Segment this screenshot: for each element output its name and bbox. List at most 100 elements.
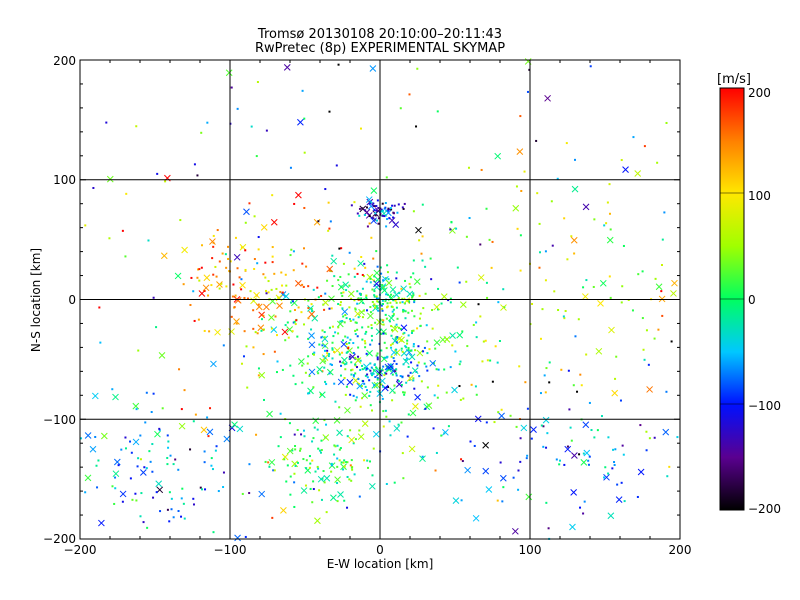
data-point: [348, 284, 351, 287]
data-point: [296, 335, 299, 338]
data-point: [645, 430, 648, 433]
data-point: [359, 292, 362, 295]
data-point-cross: [337, 491, 344, 498]
data-point: [399, 375, 402, 378]
data-point: [432, 362, 435, 365]
data-point: [222, 486, 225, 489]
data-point: [380, 208, 383, 211]
data-point: [569, 426, 572, 429]
data-point: [151, 470, 154, 473]
data-point: [376, 199, 379, 202]
data-point: [172, 516, 175, 519]
data-point: [84, 491, 87, 494]
data-point-cross: [373, 280, 380, 288]
data-point: [431, 327, 434, 330]
data-point: [243, 330, 246, 333]
data-point: [252, 327, 255, 330]
data-point: [369, 281, 372, 284]
data-point: [654, 277, 657, 280]
data-point: [373, 384, 376, 387]
data-point: [474, 385, 477, 388]
data-point: [339, 360, 342, 363]
data-point: [334, 445, 337, 448]
data-point: [661, 238, 664, 241]
data-point-cross: [655, 283, 663, 291]
data-point: [121, 229, 124, 232]
data-point: [357, 316, 360, 319]
data-point: [271, 255, 274, 258]
data-point: [139, 515, 142, 518]
data-point-cross: [160, 252, 168, 260]
data-point: [370, 327, 373, 330]
data-point: [307, 307, 310, 310]
data-point: [168, 491, 171, 494]
data-point: [312, 480, 315, 483]
data-point: [325, 511, 328, 514]
data-point: [354, 356, 357, 359]
data-point-cross: [312, 417, 320, 425]
data-point: [308, 455, 311, 458]
data-point: [204, 488, 207, 491]
data-point-cross: [100, 432, 108, 440]
data-point: [363, 213, 366, 216]
data-point: [435, 368, 438, 371]
data-point: [200, 266, 203, 269]
data-point: [215, 445, 218, 448]
data-point: [240, 278, 243, 281]
data-point: [472, 323, 475, 326]
data-point: [180, 497, 183, 500]
data-point: [210, 457, 213, 460]
data-point: [415, 125, 418, 128]
data-point: [229, 260, 232, 263]
data-point: [236, 107, 239, 110]
data-point: [345, 461, 348, 464]
data-point-cross: [433, 339, 441, 346]
x-tick-label: −200: [64, 543, 97, 557]
data-point: [183, 389, 186, 392]
data-point: [530, 437, 533, 440]
data-point: [440, 302, 443, 305]
data-point: [660, 264, 663, 267]
data-point: [392, 357, 395, 360]
data-point-cross: [260, 224, 268, 231]
data-point: [422, 307, 425, 310]
data-point: [385, 372, 388, 375]
data-point: [405, 346, 408, 349]
data-point: [502, 288, 505, 291]
data-point: [248, 202, 251, 205]
data-point: [391, 329, 394, 332]
data-point: [500, 408, 503, 411]
data-point: [404, 317, 407, 320]
data-point: [144, 421, 147, 424]
data-point: [368, 379, 371, 382]
data-point-cross: [268, 314, 275, 321]
data-point: [400, 287, 403, 290]
data-point: [320, 448, 323, 451]
data-point: [407, 347, 410, 350]
data-point: [383, 356, 386, 359]
data-point: [145, 391, 148, 394]
data-point: [268, 465, 271, 468]
data-point: [155, 326, 158, 329]
data-point: [326, 352, 329, 355]
data-point: [196, 276, 199, 279]
data-point-cross: [89, 445, 97, 453]
data-point: [342, 291, 345, 294]
data-point: [386, 302, 389, 305]
data-point: [300, 433, 303, 436]
data-point-cross: [372, 430, 380, 438]
data-point: [345, 317, 348, 320]
data-point: [390, 346, 393, 349]
data-point: [401, 375, 404, 378]
data-point: [317, 467, 320, 470]
data-point-cross: [258, 311, 266, 319]
data-point: [480, 168, 483, 171]
data-point: [151, 443, 154, 446]
data-point: [395, 271, 398, 274]
data-point: [419, 324, 422, 327]
data-point: [320, 439, 323, 442]
data-point-cross: [239, 281, 246, 289]
data-point: [607, 472, 610, 475]
data-point: [375, 219, 378, 222]
data-point: [347, 346, 350, 349]
